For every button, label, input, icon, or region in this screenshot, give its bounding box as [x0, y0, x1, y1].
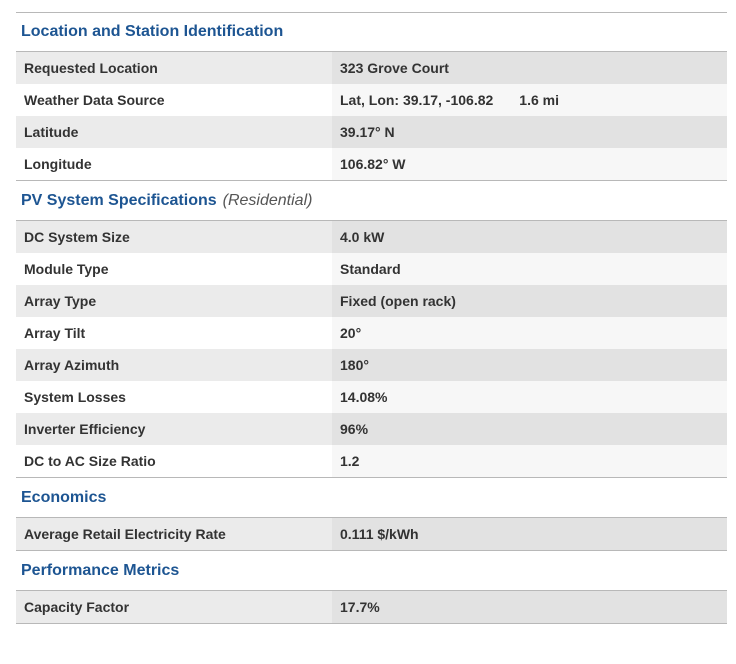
section-header: Performance Metrics — [16, 551, 727, 590]
row-label: Longitude — [24, 156, 92, 172]
row-value: 17.7% — [332, 591, 727, 623]
table-row: System Losses 14.08% — [16, 381, 727, 413]
section-location: Location and Station Identification Requ… — [16, 12, 727, 181]
row-value: 323 Grove Court — [332, 52, 727, 84]
row-label: System Losses — [24, 389, 126, 405]
row-label: Capacity Factor — [16, 591, 332, 623]
table-row: Array Azimuth 180° — [16, 349, 727, 381]
table-row: DC to AC Size Ratio 1.2 — [16, 445, 727, 477]
section-rows: DC System Size 4.0 kW Module Type Standa… — [16, 220, 727, 478]
table-row: Requested Location 323 Grove Court — [16, 52, 727, 84]
row-label: Average Retail Electricity Rate — [16, 518, 332, 550]
table-row: Capacity Factor 17.7% — [16, 591, 727, 623]
row-value: 1.2 — [332, 445, 727, 477]
table-row: Array Tilt 20° — [16, 317, 727, 349]
report-table: Location and Station Identification Requ… — [16, 12, 727, 624]
row-value: Fixed (open rack) — [332, 285, 727, 317]
row-label: Array Type — [16, 285, 332, 317]
section-header: PV System Specifications (Residential) — [16, 181, 727, 220]
row-value: 0.111 $/kWh — [332, 518, 727, 550]
table-row: Longitude 106.82° W — [16, 148, 727, 180]
section-title: Economics — [21, 488, 107, 506]
section-performance: Performance Metrics Capacity Factor 17.7… — [16, 551, 727, 624]
row-label: Inverter Efficiency — [16, 413, 332, 445]
row-value: 39.17° N — [332, 116, 727, 148]
section-rows: Requested Location 323 Grove Court Weath… — [16, 51, 727, 181]
row-label: Latitude — [16, 116, 332, 148]
table-row: Average Retail Electricity Rate 0.111 $/… — [16, 518, 727, 550]
row-value: Lat, Lon: 39.17, -106.82 — [340, 92, 494, 108]
table-row: Array Type Fixed (open rack) — [16, 285, 727, 317]
section-header: Economics — [16, 478, 727, 517]
row-label: DC to AC Size Ratio — [24, 453, 156, 469]
row-label: Module Type — [24, 261, 109, 277]
section-title: Performance Metrics — [21, 561, 180, 579]
table-row: DC System Size 4.0 kW — [16, 221, 727, 253]
section-header: Location and Station Identification — [16, 12, 727, 51]
row-value: Standard — [332, 253, 727, 285]
station-distance: 1.6 mi — [519, 92, 559, 108]
table-row: Latitude 39.17° N — [16, 116, 727, 148]
row-label: Requested Location — [16, 52, 332, 84]
row-label: Array Tilt — [24, 325, 86, 341]
row-value: 180° — [332, 349, 727, 381]
section-pv-specs: PV System Specifications (Residential) D… — [16, 181, 727, 478]
section-economics: Economics Average Retail Electricity Rat… — [16, 478, 727, 551]
row-label: Array Azimuth — [16, 349, 332, 381]
row-value: 106.82° W — [332, 148, 727, 180]
row-value: 20° — [332, 317, 727, 349]
section-title: Location and Station Identification — [21, 23, 284, 40]
table-row: Weather Data Source Lat, Lon: 39.17, -10… — [16, 84, 727, 116]
row-value: 4.0 kW — [332, 221, 727, 253]
section-subtitle: (Residential) — [222, 191, 313, 209]
row-value: 14.08% — [332, 381, 727, 413]
table-row: Module Type Standard — [16, 253, 727, 285]
row-label: DC System Size — [16, 221, 332, 253]
row-value: 96% — [332, 413, 727, 445]
row-label: Weather Data Source — [24, 92, 165, 108]
table-row: Inverter Efficiency 96% — [16, 413, 727, 445]
section-rows: Capacity Factor 17.7% — [16, 590, 727, 624]
section-rows: Average Retail Electricity Rate 0.111 $/… — [16, 517, 727, 551]
section-title: PV System Specifications — [21, 191, 217, 209]
row-value-cell: Lat, Lon: 39.17, -106.82 1.6 mi — [332, 84, 727, 116]
